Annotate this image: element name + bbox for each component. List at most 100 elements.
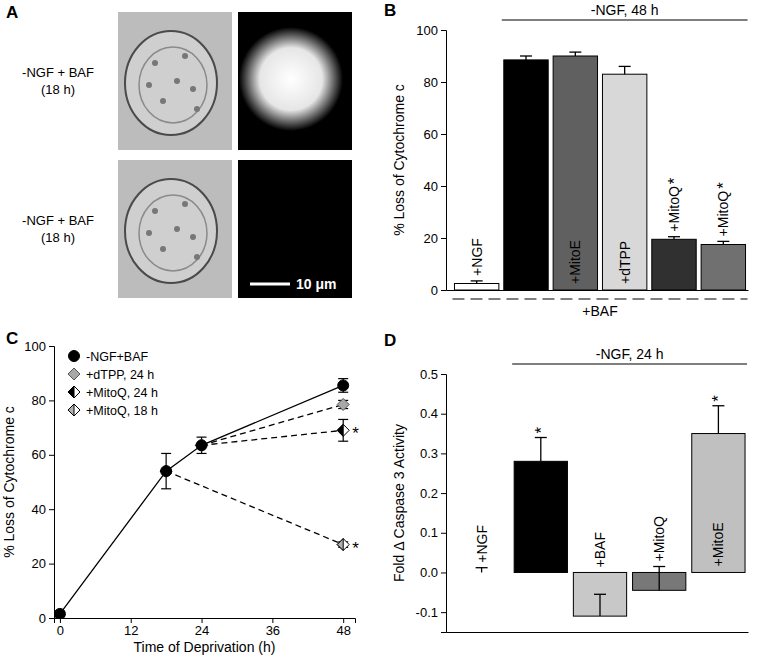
error-bar-cap	[338, 441, 348, 442]
tick-label: 40	[32, 502, 46, 517]
error-bar-stem	[540, 438, 541, 462]
tick: 20	[424, 231, 446, 246]
tick-mark	[441, 374, 446, 375]
granule	[194, 254, 200, 260]
tick-mark	[441, 186, 446, 187]
category-label: +MitoQ	[666, 186, 682, 232]
panel-label: B	[384, 1, 396, 20]
tick: 36	[266, 618, 280, 638]
tick-mark	[441, 414, 446, 415]
panel-C: C020406080100012243648% Loss of Cytochro…	[1, 329, 359, 655]
bar	[692, 434, 745, 573]
error-bar	[712, 406, 724, 434]
significance-marker: *	[352, 424, 359, 443]
granule	[146, 82, 152, 88]
point	[54, 608, 65, 618]
category-label: +NGF	[469, 238, 485, 276]
tick-mark	[49, 618, 54, 619]
tick: 80	[32, 393, 54, 408]
error-bar	[569, 52, 581, 56]
error-bar	[476, 568, 488, 573]
category-label: +MitoQ	[715, 191, 731, 237]
tick-label: 0.5	[420, 367, 438, 382]
cell-inner	[139, 47, 207, 123]
image-background	[118, 160, 232, 298]
error-bar-cap	[717, 241, 729, 242]
tick-label: 0.4	[420, 406, 438, 421]
legend-entry: +dTPP, 24 h	[68, 368, 154, 382]
granule	[190, 234, 196, 240]
row-label: (18 h)	[41, 82, 75, 97]
marker	[54, 608, 65, 618]
error-bar	[471, 281, 483, 284]
error-bar-stem	[718, 406, 719, 434]
tick-mark	[441, 238, 446, 239]
marker	[196, 439, 208, 451]
series-line	[60, 385, 343, 613]
point	[337, 424, 349, 436]
tick: 80	[424, 75, 446, 90]
y-axis-line	[49, 347, 55, 619]
tick-label: 0.3	[420, 446, 438, 461]
annotation: -NGF, 24 h	[596, 346, 664, 362]
bar	[514, 461, 567, 572]
cell-inner	[139, 195, 207, 271]
tick-mark	[441, 134, 446, 135]
error-bar-stem	[481, 568, 482, 573]
point	[338, 380, 349, 391]
category-label: +MitoE	[710, 522, 726, 566]
fluorescence-image	[238, 12, 352, 150]
tick-label: 100	[416, 23, 438, 38]
error-bar-cap	[161, 488, 171, 489]
tick-label: 0.0	[420, 565, 438, 580]
significance-marker: *	[709, 395, 728, 402]
error-bar-stem	[659, 567, 660, 591]
point	[196, 440, 207, 451]
error-bar-cap	[476, 567, 488, 568]
tick: 48	[336, 618, 350, 638]
y-axis-line	[441, 31, 447, 291]
panel-D: D-0.10.00.10.20.30.40.5Fold Δ Caspase 3 …	[384, 331, 749, 633]
y-axis-title: Fold Δ Caspase 3 Activity	[391, 424, 407, 582]
cell	[125, 31, 217, 135]
tick-label: 12	[124, 623, 138, 638]
fluorescence-image: 10 μm	[238, 160, 352, 298]
legend: -NGF+BAF+dTPP, 24 h+MitoQ, 24 h+MitoQ, 1…	[68, 350, 158, 418]
error-bar	[717, 241, 729, 244]
tick: 0	[57, 618, 64, 638]
plot-area	[454, 52, 745, 290]
legend-marker	[68, 386, 80, 398]
bar	[573, 572, 626, 616]
panel-label: D	[384, 331, 396, 350]
x-axis	[447, 632, 749, 633]
error-bar-cap	[338, 419, 348, 420]
significance-marker: *	[352, 539, 359, 558]
tick-mark	[49, 455, 54, 456]
granule	[174, 78, 180, 84]
series-line	[202, 430, 344, 445]
y-axis: 020406080100	[416, 23, 446, 298]
panel-label: C	[6, 329, 18, 348]
point	[337, 539, 349, 551]
series-line	[166, 471, 343, 544]
granule	[182, 201, 188, 207]
tick-label: 100	[24, 339, 46, 354]
tick-mark	[49, 346, 54, 347]
y-axis-title: % Loss of Cytochrome c	[1, 406, 17, 558]
tick: 24	[195, 618, 209, 638]
tick: 60	[424, 127, 446, 142]
tick: 100	[416, 23, 446, 38]
marker	[337, 424, 349, 436]
tick: 12	[124, 618, 138, 638]
tick: 0.3	[420, 446, 446, 461]
bar	[652, 239, 696, 290]
panel-label: A	[6, 3, 18, 22]
point	[337, 398, 349, 410]
legend-symbol	[68, 368, 80, 380]
error-bar-cap	[535, 437, 547, 438]
legend-symbol	[69, 351, 80, 362]
tick-label: 20	[32, 556, 46, 571]
image-background	[238, 160, 352, 298]
tick: 0.5	[420, 367, 446, 382]
row-label: -NGF + BAF	[22, 65, 94, 80]
